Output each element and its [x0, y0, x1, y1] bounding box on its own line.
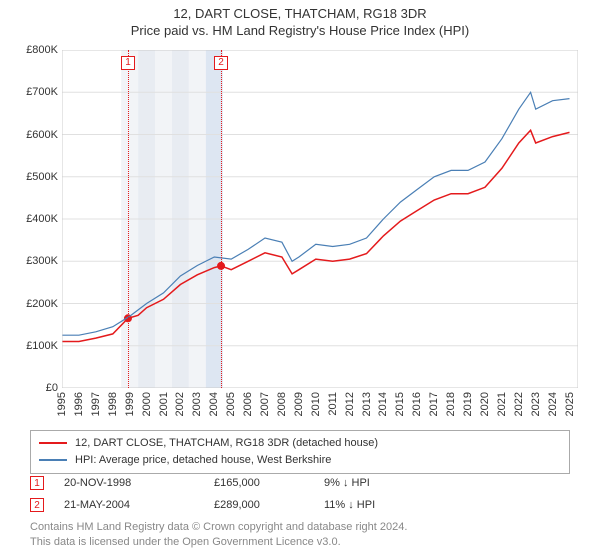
- x-tick-label: 2005: [225, 392, 237, 416]
- legend-swatch: [39, 459, 67, 461]
- x-tick-label: 2014: [377, 392, 389, 416]
- chart-area: £0£100K£200K£300K£400K£500K£600K£700K£80…: [16, 50, 584, 420]
- legend-label: HPI: Average price, detached house, West…: [75, 452, 331, 469]
- y-tick-label: £700K: [16, 86, 58, 98]
- price-marker-vline: [221, 50, 222, 388]
- y-tick-label: £400K: [16, 213, 58, 225]
- chart-title-block: 12, DART CLOSE, THATCHAM, RG18 3DR Price…: [0, 0, 600, 38]
- marker-number-box: 2: [30, 498, 44, 512]
- x-tick-label: 2007: [259, 392, 271, 416]
- footer-attribution: Contains HM Land Registry data © Crown c…: [30, 520, 570, 550]
- x-tick-label: 2012: [344, 392, 356, 416]
- chart-subtitle: Price paid vs. HM Land Registry's House …: [0, 23, 600, 38]
- x-tick-label: 2001: [158, 392, 170, 416]
- y-tick-label: £300K: [16, 255, 58, 267]
- x-tick-label: 2011: [327, 392, 339, 416]
- price-marker-label: 2: [214, 56, 228, 70]
- x-tick-label: 1995: [56, 392, 68, 416]
- marker-price: £289,000: [214, 499, 304, 511]
- y-tick-label: £600K: [16, 129, 58, 141]
- marker-number-box: 1: [30, 476, 44, 490]
- x-tick-label: 2002: [174, 392, 186, 416]
- x-axis: 1995199619971998199920002001200220032004…: [62, 390, 578, 420]
- x-tick-label: 2017: [428, 392, 440, 416]
- x-tick-label: 1998: [107, 392, 119, 416]
- legend-swatch: [39, 442, 67, 444]
- x-tick-label: 2021: [496, 392, 508, 416]
- x-tick-label: 2010: [310, 392, 322, 416]
- x-tick-label: 1999: [124, 392, 136, 416]
- y-tick-label: £0: [16, 382, 58, 394]
- x-tick-label: 1997: [90, 392, 102, 416]
- x-tick-label: 2004: [208, 392, 220, 416]
- y-tick-label: £800K: [16, 44, 58, 56]
- marker-date: 21-MAY-2004: [64, 499, 194, 511]
- marker-table-row: 1 20-NOV-1998 £165,000 9% ↓ HPI: [30, 472, 570, 494]
- price-marker-vline: [128, 50, 129, 388]
- marker-table-row: 2 21-MAY-2004 £289,000 11% ↓ HPI: [30, 494, 570, 516]
- marker-hpi: 11% ↓ HPI: [324, 499, 464, 511]
- chart-title: 12, DART CLOSE, THATCHAM, RG18 3DR: [0, 6, 600, 21]
- y-axis: £0£100K£200K£300K£400K£500K£600K£700K£80…: [16, 50, 62, 388]
- x-tick-label: 2003: [191, 392, 203, 416]
- footer-line-1: Contains HM Land Registry data © Crown c…: [30, 520, 570, 535]
- x-tick-label: 1996: [73, 392, 85, 416]
- y-tick-label: £100K: [16, 340, 58, 352]
- x-tick-label: 2009: [293, 392, 305, 416]
- legend-item: HPI: Average price, detached house, West…: [39, 452, 561, 469]
- x-tick-label: 2006: [242, 392, 254, 416]
- x-tick-label: 2016: [411, 392, 423, 416]
- x-tick-label: 2020: [479, 392, 491, 416]
- marker-price: £165,000: [214, 477, 304, 489]
- y-tick-label: £500K: [16, 171, 58, 183]
- price-marker-label: 1: [121, 56, 135, 70]
- x-tick-label: 2000: [141, 392, 153, 416]
- x-tick-label: 2023: [530, 392, 542, 416]
- marker-table: 1 20-NOV-1998 £165,000 9% ↓ HPI 2 21-MAY-2004…: [30, 472, 570, 516]
- footer-line-2: This data is licensed under the Open Gov…: [30, 535, 570, 550]
- legend-label: 12, DART CLOSE, THATCHAM, RG18 3DR (deta…: [75, 435, 378, 452]
- legend-box: 12, DART CLOSE, THATCHAM, RG18 3DR (deta…: [30, 430, 570, 474]
- x-tick-label: 2015: [394, 392, 406, 416]
- x-tick-label: 2013: [361, 392, 373, 416]
- x-tick-label: 2024: [547, 392, 559, 416]
- plot-area: 12: [62, 50, 578, 388]
- marker-hpi: 9% ↓ HPI: [324, 477, 464, 489]
- legend-item: 12, DART CLOSE, THATCHAM, RG18 3DR (deta…: [39, 435, 561, 452]
- x-tick-label: 2018: [445, 392, 457, 416]
- x-tick-label: 2019: [462, 392, 474, 416]
- x-tick-label: 2025: [564, 392, 576, 416]
- y-tick-label: £200K: [16, 298, 58, 310]
- marker-date: 20-NOV-1998: [64, 477, 194, 489]
- x-tick-label: 2022: [513, 392, 525, 416]
- x-tick-label: 2008: [276, 392, 288, 416]
